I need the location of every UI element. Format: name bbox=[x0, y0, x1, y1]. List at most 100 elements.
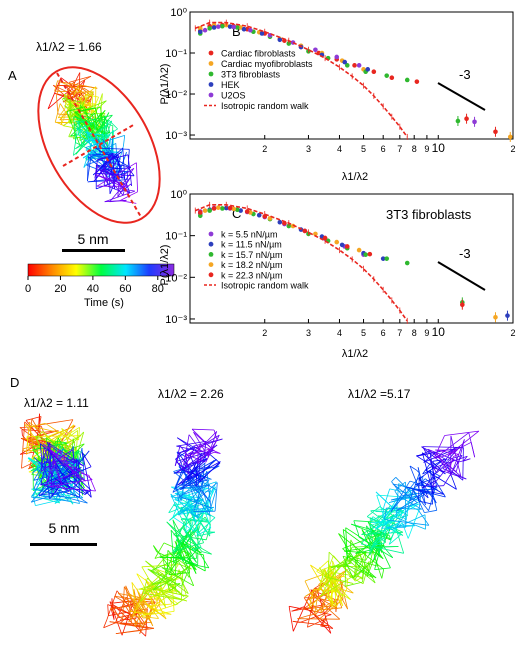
trajectory-segment bbox=[178, 484, 211, 497]
trajectory-segment bbox=[43, 430, 59, 433]
trajectory-segment bbox=[66, 85, 80, 99]
trajectory-segment bbox=[199, 476, 202, 481]
trajectory-segment bbox=[319, 567, 337, 592]
trajectory-segment bbox=[87, 156, 89, 181]
trajectory-segment bbox=[57, 449, 60, 454]
trajectory-segment bbox=[161, 551, 183, 579]
trajectory-segment bbox=[335, 589, 347, 608]
trajectory-segment bbox=[431, 485, 444, 487]
data-point bbox=[220, 23, 225, 29]
trajectory-segment bbox=[100, 113, 104, 134]
trajectory-segment bbox=[188, 535, 210, 569]
trajectory-segment bbox=[134, 611, 146, 615]
trajectory-segment bbox=[330, 562, 352, 569]
trajectory-segment bbox=[332, 560, 335, 566]
trajectory-segment bbox=[104, 190, 136, 203]
panel-d-letter: D bbox=[10, 375, 19, 390]
trajectory-segment bbox=[197, 517, 216, 534]
colorbar-tick-label: 40 bbox=[87, 283, 99, 295]
scale-bar-d bbox=[30, 543, 97, 546]
trajectory-segment bbox=[327, 597, 337, 605]
trajectory-segment bbox=[40, 467, 82, 485]
data-point bbox=[334, 54, 340, 60]
trajectory-segment bbox=[147, 577, 176, 606]
trajectory-segment bbox=[77, 459, 80, 498]
trajectory-segment bbox=[47, 77, 62, 109]
trajectory-segment bbox=[419, 489, 445, 495]
trajectory-segment bbox=[129, 608, 135, 612]
colorbar-tick-label: 0 bbox=[25, 283, 31, 295]
trajectory-segment bbox=[47, 89, 71, 110]
trajectory-segment bbox=[199, 444, 221, 454]
trajectory-segment bbox=[187, 450, 201, 455]
trajectory-segment bbox=[304, 597, 318, 599]
trajectory-segment bbox=[173, 470, 194, 474]
trajectory-segment bbox=[49, 479, 93, 487]
data-point bbox=[197, 210, 203, 215]
trajectory-segment bbox=[320, 625, 333, 629]
trajectory-segment bbox=[174, 445, 181, 466]
data-point bbox=[356, 247, 362, 253]
trajectory-segment bbox=[107, 604, 109, 616]
trajectory-segment bbox=[209, 489, 217, 513]
chart-b-axes: 2 3 4 5 6 7 8 9 10 2 10⁰ 10⁻¹ 10⁻² 10⁻³ bbox=[165, 7, 515, 155]
data-point bbox=[256, 212, 262, 218]
trajectory-segment bbox=[197, 448, 211, 465]
legend-label: Isotropic random walk bbox=[221, 281, 309, 291]
trajectory-segment bbox=[54, 80, 58, 92]
trajectory-segment bbox=[421, 446, 464, 481]
y-tick-label: 10⁻² bbox=[165, 89, 187, 101]
trajectory-segment bbox=[422, 486, 426, 489]
trajectory-segment bbox=[345, 581, 363, 587]
trajectory-segment bbox=[303, 606, 334, 629]
trajectory-segment bbox=[197, 527, 211, 536]
trajectory-segment bbox=[321, 618, 327, 627]
trajectory-segment bbox=[86, 100, 107, 119]
data-point bbox=[220, 206, 225, 211]
chart-c-slope-line bbox=[437, 261, 486, 291]
y-tick-label: 10⁰ bbox=[170, 189, 187, 201]
trajectory-segment bbox=[89, 95, 93, 105]
trajectory-segment bbox=[72, 449, 75, 464]
trajectory-segment bbox=[140, 577, 148, 602]
trajectory-segment bbox=[73, 120, 80, 156]
trajectory-segment bbox=[95, 152, 114, 174]
trajectory-segment bbox=[328, 589, 334, 602]
trajectory-segment bbox=[154, 542, 165, 559]
trajectory-segment bbox=[418, 500, 433, 505]
trajectory-segment bbox=[470, 442, 476, 458]
trajectory-segment bbox=[97, 165, 109, 186]
data-point bbox=[202, 27, 208, 33]
trajectory-segment bbox=[86, 158, 104, 166]
x-tick-label: 2 bbox=[262, 328, 267, 338]
plot-frame bbox=[189, 11, 514, 140]
trajectory-segment bbox=[67, 75, 92, 90]
trajectory-segment bbox=[136, 588, 154, 627]
plot-frame bbox=[189, 193, 514, 324]
trajectory-segment bbox=[128, 592, 144, 619]
trajectory-segment bbox=[433, 467, 467, 480]
legend-label: k = 18.2 nN/µm bbox=[221, 260, 282, 270]
trajectory-segment bbox=[122, 586, 125, 620]
trajectory-segment bbox=[291, 604, 326, 612]
trajectory-segment bbox=[168, 583, 181, 586]
trajectory-segment bbox=[346, 565, 363, 580]
trajectory-segment bbox=[142, 587, 164, 592]
trajectory-segment bbox=[410, 505, 419, 511]
trajectory-segment bbox=[428, 470, 446, 498]
chart-c-letter: C bbox=[232, 206, 241, 221]
data-point bbox=[277, 219, 283, 225]
trajectory-segment bbox=[175, 527, 183, 542]
trajectory-segment bbox=[99, 112, 110, 129]
trajectory-segment bbox=[119, 614, 131, 624]
data-point bbox=[455, 118, 461, 124]
trajectory-segment bbox=[167, 550, 178, 561]
trajectory-segment bbox=[436, 458, 452, 474]
trajectory-segment bbox=[96, 162, 137, 187]
trajectory-segment bbox=[56, 81, 61, 97]
data-point bbox=[472, 119, 477, 125]
y-tick-label: 10⁻² bbox=[165, 272, 187, 284]
trajectory-segment bbox=[25, 424, 63, 434]
trajectory-segment bbox=[178, 452, 200, 482]
trajectory-segment bbox=[43, 469, 65, 493]
